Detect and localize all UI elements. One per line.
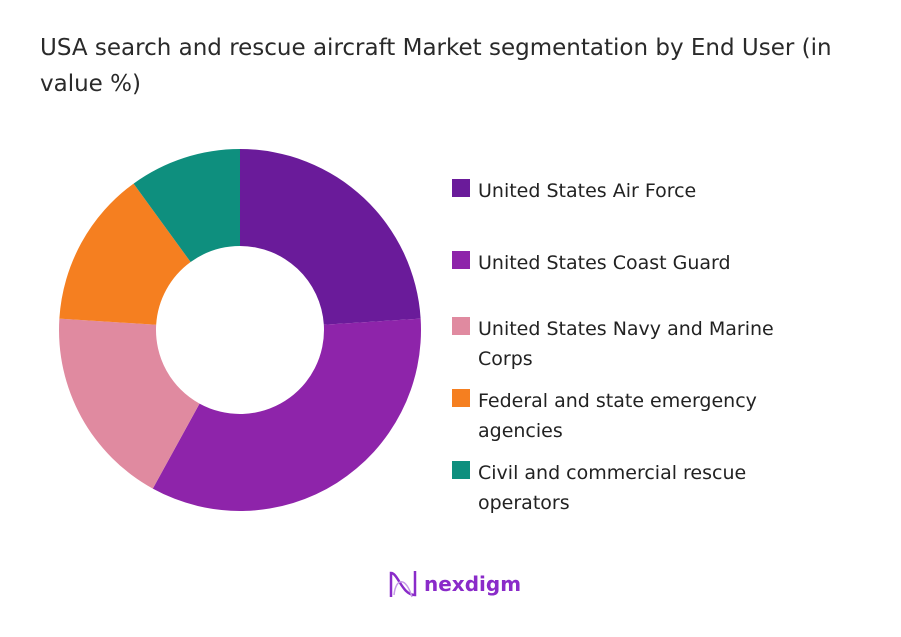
- legend-swatch: [452, 317, 470, 335]
- legend-label: United States Navy and Marine Corps: [478, 318, 774, 370]
- legend-item: United States Navy and Marine Corps: [452, 314, 872, 374]
- nexdigm-logo: nexdigm: [388, 567, 521, 601]
- donut-slice-3: [59, 318, 200, 489]
- donut-slice-1: [240, 149, 421, 325]
- legend-item: United States Coast Guard: [452, 248, 872, 278]
- legend-item: Federal and state emergency agencies: [452, 386, 872, 446]
- legend-label: United States Air Force: [478, 180, 697, 202]
- legend-label: United States Coast Guard: [478, 252, 731, 274]
- legend-swatch: [452, 461, 470, 479]
- logo-text: nexdigm: [424, 572, 522, 596]
- logo-wave-icon: [389, 571, 417, 598]
- legend-swatch: [452, 389, 470, 407]
- donut-slice-4: [59, 183, 191, 325]
- legend-item: Civil and commercial rescue operators: [452, 458, 872, 518]
- donut-slice-5: [133, 149, 240, 263]
- legend-label: Civil and commercial rescue operators: [478, 462, 747, 514]
- legend-swatch: [452, 179, 470, 197]
- donut-slice-2: [152, 318, 422, 511]
- legend-item: United States Air Force: [452, 176, 872, 206]
- chart-title: USA search and rescue aircraft Market se…: [40, 35, 832, 97]
- legend-label: Federal and state emergency agencies: [478, 390, 757, 442]
- legend-swatch: [452, 251, 470, 269]
